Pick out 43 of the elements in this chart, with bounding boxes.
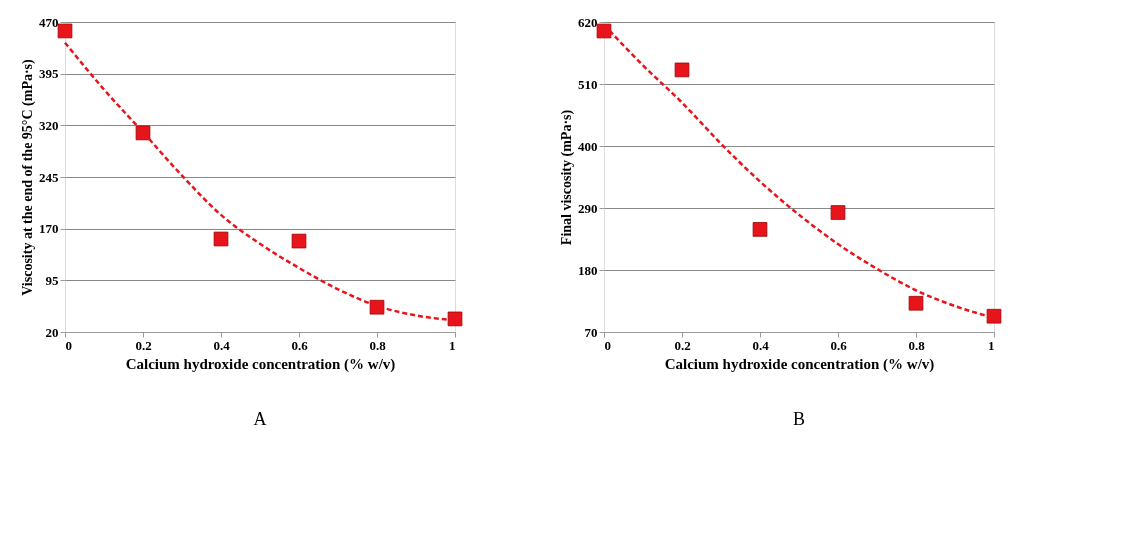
y-tick-label: 510 [578,76,598,92]
point [986,308,1002,324]
y-tick-label: 245 [39,169,59,185]
x-tick-label: 0.8 [369,337,387,353]
point [57,23,73,39]
x-tick-label: 0.6 [291,337,309,353]
y-tick-label: 95 [45,272,59,288]
y-axis-title: Viscosity at the end of the 95°C (mPa·s) [20,58,36,296]
x-axis-title: Calcium hydroxide concentration (% w/v) [664,355,935,373]
point [447,311,463,327]
point [752,222,768,237]
point [291,233,307,249]
point [674,62,690,78]
x-tick-label: 0.6 [830,337,848,353]
text: B [792,409,806,429]
point [135,125,151,141]
y-axis-title: Final viscosity (mPa·s) [559,109,575,246]
x-tick-label: 0.4 [213,337,231,353]
point [830,205,846,220]
y-tick-label: 320 [39,117,59,133]
y-tick-label: 170 [39,221,59,237]
text: A [253,409,267,429]
x-tick-label: 0.4 [752,337,770,353]
point [908,295,924,311]
y-tick-label: 620 [578,14,598,30]
y-tick-label: 400 [578,138,598,154]
y-tick-label: 290 [578,200,598,216]
x-tick-label: 0 [604,337,611,353]
y-tick-label: 395 [39,66,59,82]
x-tick-label: 1 [449,337,456,353]
point [369,299,385,315]
y-tick-label: 470 [39,14,59,30]
point [213,231,229,247]
y-tick-label: 180 [578,262,598,278]
y-tick-label: 70 [584,324,598,340]
x-tick-label: 0.2 [674,337,691,353]
x-tick-label: 0.8 [908,337,926,353]
y-tick-label: 20 [45,324,59,340]
point [596,23,612,39]
x-axis-title: Calcium hydroxide concentration (% w/v) [125,355,396,373]
x-tick-label: 0.2 [135,337,152,353]
x-tick-label: 0 [65,337,72,353]
x-tick-label: 1 [988,337,995,353]
